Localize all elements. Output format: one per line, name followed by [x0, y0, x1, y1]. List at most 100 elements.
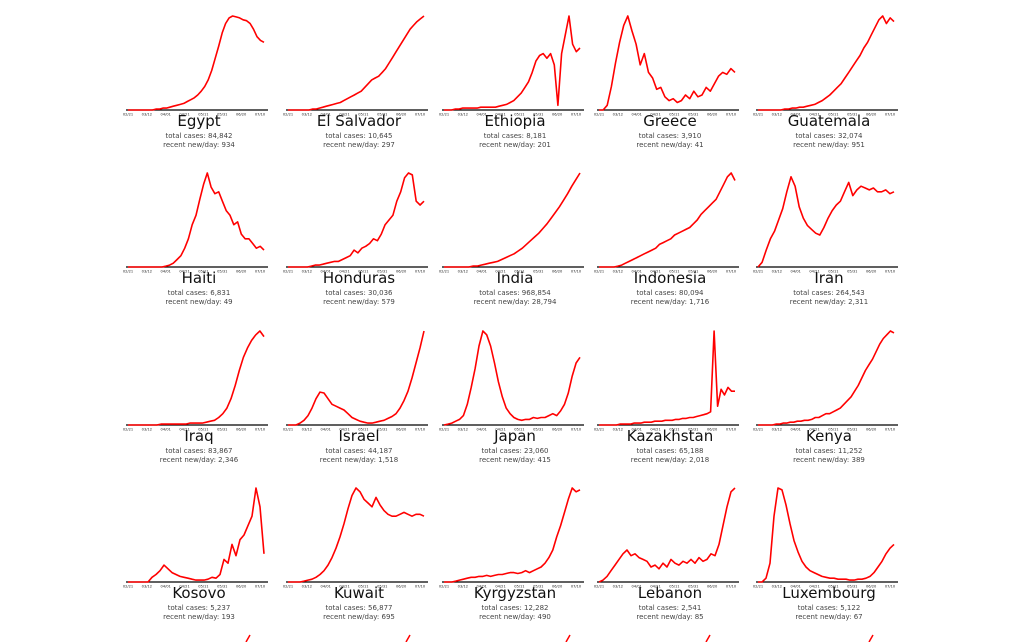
- x-tick-label: 02/21: [753, 428, 763, 432]
- recent-new-per-day: recent new/day: 201: [479, 141, 551, 149]
- x-tick-label: 05/31: [533, 113, 543, 117]
- series-line: [599, 330, 735, 426]
- x-tick-label: 04/21: [179, 270, 189, 274]
- x-tick-label: 03/12: [302, 113, 312, 117]
- line-chart: 02/21 03/12 04/01 04/21 05/11 05/31 06/20 07/10: [283, 172, 428, 274]
- x-tick-label: 04/01: [321, 113, 331, 117]
- x-tick-label: 04/21: [650, 428, 660, 432]
- x-tick-label: 07/10: [571, 428, 582, 432]
- x-tick-label: 02/21: [283, 585, 293, 589]
- series-line: [757, 176, 895, 268]
- x-tick-label: 04/21: [809, 270, 819, 274]
- series-line: [444, 172, 581, 268]
- x-tick-label: 07/10: [255, 585, 266, 589]
- line-chart: 02/21 03/12 04/01 04/21 05/11 05/31 06/20 07/10: [283, 330, 428, 432]
- x-tick-label: 05/31: [217, 585, 227, 589]
- series-line: [128, 487, 265, 583]
- recent-new-per-day: recent new/day: 934: [163, 141, 235, 149]
- x-tick-label: 05/31: [688, 585, 698, 589]
- x-tick-label: 07/10: [255, 270, 266, 274]
- x-tick-label: 05/11: [514, 428, 524, 432]
- chart-panel: 02/21 03/12 04/01 04/21 05/11 05/31 06/20 07/10…: [594, 323, 743, 479]
- x-tick-label: 05/11: [514, 585, 524, 589]
- x-tick-label: 07/10: [571, 585, 582, 589]
- recent-new-per-day: recent new/day: 85: [636, 613, 704, 621]
- series-line: [444, 487, 581, 583]
- x-tick-label: 07/10: [885, 270, 896, 274]
- x-tick-label: 04/01: [321, 585, 331, 589]
- chart-panel: 02/21 03/12 04/01 04/21 05/11 05/31 06/20 07/10…: [123, 165, 272, 321]
- total-cases: total cases: 83,867: [165, 447, 233, 455]
- x-tick-label: 05/11: [669, 270, 679, 274]
- country-name: India: [496, 269, 534, 287]
- x-tick-label: 06/20: [552, 585, 563, 589]
- chart-panel: 02/21 03/12 04/01 04/21 05/11 05/31 06/20 07/10…: [594, 480, 743, 636]
- x-tick-label: 05/11: [198, 585, 208, 589]
- clipped-line-fragment-3: [565, 634, 571, 642]
- x-tick-label: 05/31: [847, 113, 857, 117]
- line-chart: 02/21 03/12 04/01 04/21 05/11 05/31 06/20 07/10: [123, 330, 268, 432]
- x-tick-label: 02/21: [753, 585, 763, 589]
- clipped-line-fragment-1: [245, 634, 251, 642]
- recent-new-per-day: recent new/day: 490: [479, 613, 551, 621]
- x-tick-label: 05/31: [377, 428, 387, 432]
- series-line: [128, 172, 265, 268]
- chart-panel: 02/21 03/12 04/01 04/21 05/11 05/31 06/20 07/10…: [439, 165, 588, 321]
- x-tick-label: 03/12: [458, 585, 468, 589]
- x-tick-label: 05/31: [533, 428, 543, 432]
- line-chart: 02/21 03/12 04/01 04/21 05/11 05/31 06/20 07/10: [594, 172, 739, 274]
- x-tick-label: 07/10: [571, 113, 582, 117]
- x-tick-label: 03/12: [302, 270, 312, 274]
- total-cases: total cases: 5,122: [797, 604, 861, 612]
- x-tick-label: 02/21: [753, 270, 763, 274]
- x-tick-label: 04/01: [477, 585, 487, 589]
- line-chart: 02/21 03/12 04/01 04/21 05/11 05/31 06/20 07/10: [123, 487, 268, 589]
- recent-new-per-day: recent new/day: 67: [795, 613, 863, 621]
- series-line: [758, 487, 895, 583]
- x-tick-label: 04/21: [809, 428, 819, 432]
- x-tick-label: 04/21: [495, 113, 505, 117]
- x-tick-label: 04/21: [179, 428, 189, 432]
- x-tick-label: 03/12: [142, 270, 152, 274]
- x-tick-label: 04/01: [791, 428, 801, 432]
- chart-panel: 02/21 03/12 04/01 04/21 05/11 05/31 06/20 07/10…: [753, 8, 902, 164]
- x-tick-label: 04/01: [321, 270, 331, 274]
- total-cases: total cases: 23,060: [481, 447, 549, 455]
- x-tick-label: 05/31: [847, 428, 857, 432]
- line-chart: 02/21 03/12 04/01 04/21 05/11 05/31 06/20 07/10: [753, 487, 898, 589]
- x-tick-label: 07/10: [415, 270, 426, 274]
- x-tick-label: 03/12: [613, 585, 623, 589]
- country-name: Iraq: [184, 427, 214, 445]
- x-tick-label: 03/12: [772, 270, 782, 274]
- x-tick-label: 05/31: [377, 585, 387, 589]
- x-tick-label: 06/20: [866, 270, 877, 274]
- chart-panel: 02/21 03/12 04/01 04/21 05/11 05/31 06/20 07/10…: [283, 323, 432, 479]
- x-tick-label: 03/12: [142, 585, 152, 589]
- x-tick-label: 06/20: [236, 585, 247, 589]
- x-tick-label: 04/01: [632, 113, 642, 117]
- x-tick-label: 04/01: [161, 270, 171, 274]
- country-name: Kosovo: [172, 584, 226, 602]
- x-tick-label: 02/21: [283, 428, 293, 432]
- x-tick-label: 02/21: [753, 113, 763, 117]
- x-tick-label: 07/10: [726, 428, 737, 432]
- chart-panel: 02/21 03/12 04/01 04/21 05/11 05/31 06/20 07/10…: [283, 8, 432, 164]
- country-name: Kuwait: [333, 584, 385, 602]
- country-name: El Salvador: [316, 112, 402, 130]
- x-tick-label: 05/31: [533, 270, 543, 274]
- x-tick-label: 03/12: [613, 270, 623, 274]
- x-tick-label: 03/12: [458, 428, 468, 432]
- x-tick-label: 05/11: [198, 270, 208, 274]
- total-cases: total cases: 6,831: [167, 289, 231, 297]
- x-tick-label: 04/01: [477, 428, 487, 432]
- x-tick-label: 02/21: [283, 270, 293, 274]
- chart-panel: 02/21 03/12 04/01 04/21 05/11 05/31 06/20 07/10…: [283, 165, 432, 321]
- x-tick-label: 04/21: [650, 113, 660, 117]
- x-tick-label: 02/21: [123, 428, 133, 432]
- x-tick-label: 04/01: [791, 113, 801, 117]
- chart-panel: 02/21 03/12 04/01 04/21 05/11 05/31 06/20 07/10…: [123, 323, 272, 479]
- recent-new-per-day: recent new/day: 193: [163, 613, 235, 621]
- total-cases: total cases: 56,877: [325, 604, 393, 612]
- clipped-line-fragment-5: [868, 634, 874, 642]
